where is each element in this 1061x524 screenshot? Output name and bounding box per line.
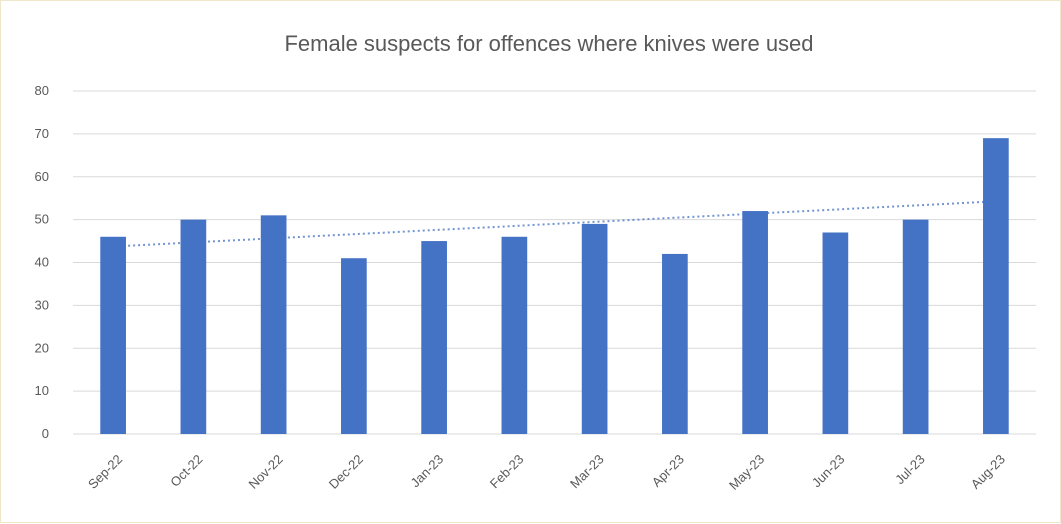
x-tick-label: Jun-23 bbox=[809, 452, 848, 491]
x-tick-label: Mar-23 bbox=[567, 452, 607, 492]
x-tick-label: May-23 bbox=[726, 452, 767, 493]
x-tick-label: Feb-23 bbox=[487, 452, 527, 492]
bar bbox=[260, 215, 287, 434]
x-tick-label: Oct-22 bbox=[167, 452, 205, 490]
y-tick-label: 20 bbox=[35, 340, 49, 355]
x-tick-label: Jul-23 bbox=[892, 452, 928, 488]
trendline-line bbox=[113, 200, 996, 248]
y-tick-label: 60 bbox=[35, 169, 49, 184]
bar bbox=[100, 236, 126, 434]
bar bbox=[902, 219, 929, 434]
gridlines bbox=[73, 90, 1036, 435]
bar bbox=[742, 211, 768, 434]
x-tick-label: Apr-23 bbox=[649, 452, 687, 490]
bar bbox=[180, 219, 207, 434]
y-tick-label: 10 bbox=[35, 383, 49, 398]
y-tick-label: 50 bbox=[35, 212, 49, 227]
y-tick-label: 30 bbox=[35, 297, 49, 312]
trendline bbox=[113, 200, 996, 248]
y-tick-label: 0 bbox=[42, 426, 49, 441]
x-tick-label: Jan-23 bbox=[408, 452, 447, 491]
bar bbox=[662, 253, 688, 434]
x-tick-label: Aug-23 bbox=[968, 452, 1008, 492]
bar bbox=[421, 241, 447, 434]
y-tick-label: 70 bbox=[35, 126, 49, 141]
x-axis-ticks: Sep-22 Oct-22 Nov-22 Dec-22 Jan-23 Feb-23 Mar-… bbox=[85, 452, 1008, 493]
x-tick-label: Nov-22 bbox=[245, 452, 285, 492]
bar bbox=[822, 232, 849, 434]
bar bbox=[581, 223, 608, 434]
x-tick-label: Sep-22 bbox=[85, 452, 125, 492]
chart-title: Female suspects for offences where knive… bbox=[284, 31, 813, 56]
y-axis-ticks: 0 10 20 30 40 50 60 70 80 bbox=[35, 83, 49, 441]
bars bbox=[100, 138, 1009, 434]
bar bbox=[983, 138, 1009, 434]
y-tick-label: 40 bbox=[35, 255, 49, 270]
y-tick-label: 80 bbox=[35, 83, 49, 98]
x-tick-label: Dec-22 bbox=[326, 452, 366, 492]
bar bbox=[501, 236, 528, 434]
bar bbox=[341, 258, 367, 434]
